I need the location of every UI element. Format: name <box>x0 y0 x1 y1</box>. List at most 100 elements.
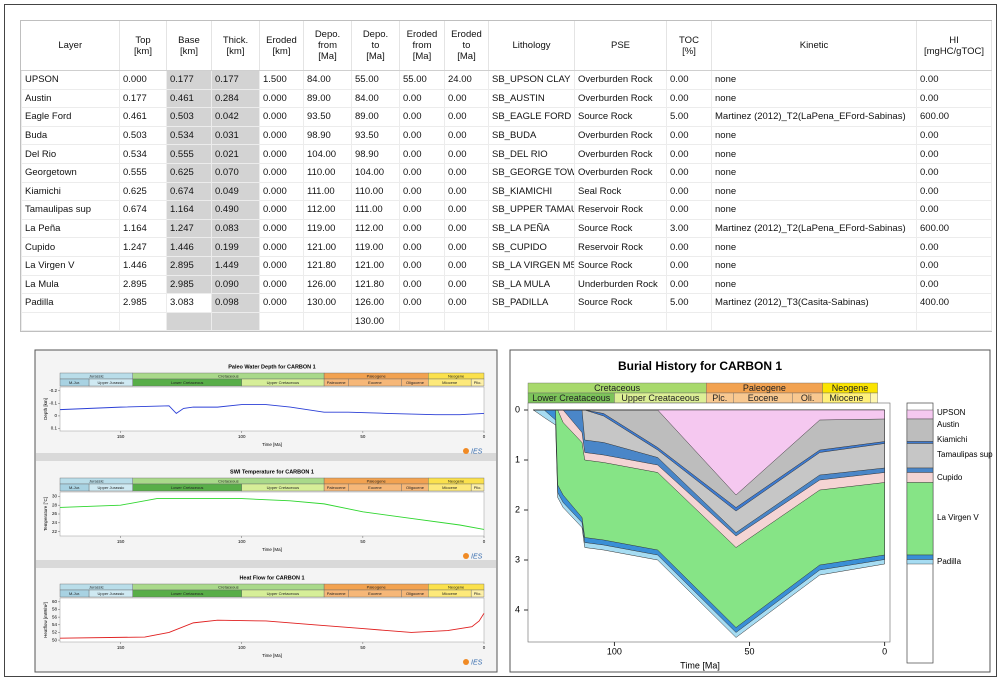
time-scale-label: Upper Cretaceous <box>267 380 299 385</box>
time-scale-cell <box>470 483 485 492</box>
y-tick-label: 50 <box>52 637 58 642</box>
y-tick-label: 1 <box>515 454 520 464</box>
time-scale-label: Upper Creataceous <box>621 393 700 403</box>
column-layer <box>906 409 934 420</box>
table-cell: 0.090 <box>211 274 260 295</box>
time-scale-label: M-Jur. <box>69 591 80 596</box>
table-row: La Peña 1.164 1.247 0.083 0.000 119.00 112.00 0… <box>21 218 992 239</box>
column-header: Depo. from [Ma] <box>303 21 352 71</box>
y-axis-label: Heatflow [mW/m²] <box>43 602 48 638</box>
chart-title: Burial History for CARBON 1 <box>618 359 782 373</box>
table-cell: 0.070 <box>211 162 260 183</box>
table-cell <box>211 311 260 332</box>
table-cell: 0.00 <box>399 293 445 313</box>
y-tick-label: 60 <box>52 599 58 604</box>
time-scale-label: Oligocene <box>406 485 425 490</box>
x-tick-label: 100 <box>238 434 246 439</box>
x-axis-label: Time [Ma] <box>262 442 282 447</box>
y-tick-label: 58 <box>52 607 58 612</box>
x-tick-label: 50 <box>360 645 366 650</box>
table-cell: 0.00 <box>916 255 992 276</box>
table-cell: 2.985 <box>166 274 212 295</box>
legend-label: Padilla <box>937 557 962 566</box>
y-tick-label: 30 <box>52 494 58 499</box>
x-tick-label: 50 <box>360 539 366 544</box>
table-cell: 121.80 <box>351 274 400 295</box>
time-scale-label: Oli. <box>801 393 815 403</box>
table-cell: La Mula <box>21 274 120 295</box>
y-tick-label: 52 <box>52 630 58 635</box>
y-tick-label: 22 <box>52 529 58 534</box>
legend-label: Austin <box>937 420 959 429</box>
x-tick-label: 50 <box>360 434 366 439</box>
time-scale-label: Upper Cretaceous <box>267 485 299 490</box>
table-cell: SB_LA VIRGEN M5 <box>488 255 575 276</box>
table-cell: 0.098 <box>211 293 260 313</box>
time-scale-label: Paleocene <box>327 380 347 385</box>
column-layer <box>906 441 934 444</box>
x-tick-label: 150 <box>117 434 125 439</box>
legend-label: La Virgen V <box>937 513 979 522</box>
table-cell: 0.284 <box>211 88 260 109</box>
table-cell: 1.449 <box>211 255 260 276</box>
table-cell: 0.534 <box>166 125 212 146</box>
x-tick-label: 100 <box>238 539 246 544</box>
table-cell: 0.00 <box>444 274 489 295</box>
column-header: Eroded [km] <box>259 21 304 71</box>
table-cell: Padilla <box>21 293 120 313</box>
legend-label: Cupido <box>937 473 963 482</box>
time-scale-label: Oligocene <box>406 591 425 596</box>
logo: IES <box>471 659 483 666</box>
column-layer <box>906 554 934 560</box>
time-scale-label: Cretaceous <box>594 383 641 393</box>
y-axis-label: Temperature [°C] <box>43 497 48 531</box>
table-cell: none <box>711 255 917 276</box>
y-tick-label: 28 <box>52 502 58 507</box>
logo-icon <box>463 659 469 665</box>
x-tick-label: 100 <box>238 645 246 650</box>
table-cell: 126.00 <box>303 274 352 295</box>
time-scale-label: Neogene <box>448 585 465 590</box>
header-row: Layer Top [km] Base [km] Thick. [km] Eroded … <box>21 21 992 71</box>
column-header: Base [km] <box>166 21 212 71</box>
table-cell <box>166 311 212 332</box>
time-scale-label: Eocene <box>368 591 382 596</box>
time-scale-label: Upper Jurassic <box>98 380 125 385</box>
time-scale-label: Eocene <box>748 393 779 403</box>
table-row: Tamaulipas sup 0.674 1.164 0.490 0.000 112.00… <box>21 200 992 220</box>
table-cell: 0.049 <box>211 181 260 202</box>
table-cell: 121.00 <box>351 255 400 276</box>
y-axis-label: Depth [km] <box>43 398 48 420</box>
y-tick-label: 26 <box>52 511 58 516</box>
column-header: TOC [%] <box>666 21 712 71</box>
table-row: La Mula 2.895 2.985 0.090 0.000 126.00 121.80 0… <box>21 274 992 295</box>
column-header: Eroded to [Ma] <box>444 21 489 71</box>
table-row: Del Rio 0.534 0.555 0.021 0.000 104.00 98.90 0.… <box>21 144 992 164</box>
y-tick-label: -0.2 <box>49 388 57 393</box>
time-scale-label: Paleocene <box>327 485 347 490</box>
x-axis-label: Time [Ma] <box>680 660 720 670</box>
table-row: Austin 0.177 0.461 0.284 0.000 89.00 84.00 0.00… <box>21 88 992 109</box>
time-scale-label: Paleogene <box>743 383 786 393</box>
time-scale-label: Eocene <box>368 485 382 490</box>
column-layer <box>906 467 934 473</box>
series-line <box>59 404 485 416</box>
window <box>4 4 997 677</box>
layer-table: Layer Top [km] Base [km] Thick. [km] Eroded … <box>20 20 992 333</box>
x-tick-label: 150 <box>117 539 125 544</box>
table-cell: 400.00 <box>916 293 992 313</box>
table: Layer Top [km] Base [km] Thick. [km] Eroded … <box>21 21 992 332</box>
column-layer <box>906 443 934 469</box>
x-tick-label: 150 <box>117 645 125 650</box>
column-header: Eroded from [Ma] <box>399 21 445 71</box>
time-scale-label: Oligocene <box>406 380 425 385</box>
column-header: PSE <box>574 21 667 71</box>
time-scale-label: Neogene <box>448 479 465 484</box>
x-tick-label: 0 <box>483 434 486 439</box>
table-row: Georgetown 0.555 0.625 0.070 0.000 110.00 104.… <box>21 162 992 183</box>
time-scale-label: Upper Jurassic <box>98 591 125 596</box>
logo-icon <box>463 448 469 454</box>
column-header: Depo. to [Ma] <box>351 21 400 71</box>
x-tick-label: 0 <box>882 646 887 656</box>
logo: IES <box>471 448 483 455</box>
